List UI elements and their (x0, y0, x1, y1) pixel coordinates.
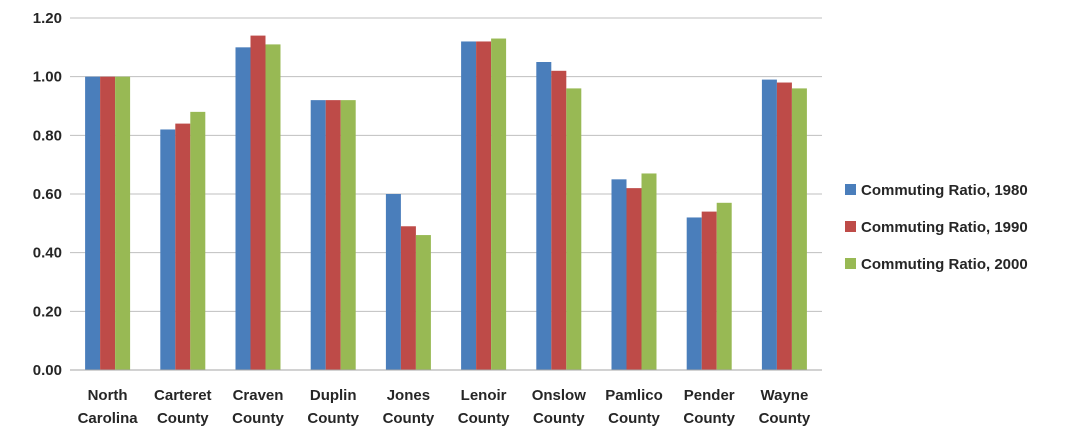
y-tick-label: 0.60 (33, 186, 62, 203)
x-axis-categories: North Carolina Carteret County Craven County D… (78, 387, 811, 427)
x-category-label: County (307, 410, 359, 427)
y-tick-label: 1.20 (33, 10, 62, 27)
x-category-label: County (533, 410, 585, 427)
bar (476, 41, 492, 370)
x-category-label: County (608, 410, 660, 427)
bar (641, 173, 657, 370)
y-tick-label: 0.20 (33, 303, 62, 320)
x-category-label: Jones (387, 387, 430, 404)
bar (566, 88, 582, 371)
bar (536, 62, 552, 370)
legend-swatch (845, 221, 856, 232)
legend-swatch (845, 258, 856, 269)
x-category-label: Duplin (310, 387, 357, 404)
bar (461, 41, 477, 370)
bar (611, 179, 627, 370)
bar (626, 188, 642, 370)
x-category-label: County (157, 410, 209, 427)
bars (85, 35, 807, 371)
bar (491, 38, 507, 371)
bar (686, 217, 702, 370)
bar (400, 226, 416, 370)
x-category-label: County (232, 410, 284, 427)
y-tick-label: 0.80 (33, 127, 62, 144)
legend-label: Commuting Ratio, 2000 (861, 256, 1028, 273)
y-tick-label: 1.00 (33, 69, 62, 86)
x-category-label: Carolina (78, 410, 139, 427)
bar (100, 76, 116, 371)
bar (250, 35, 266, 370)
x-category-label: County (458, 410, 510, 427)
y-axis-ticks: 0.00 0.20 0.40 0.60 0.80 1.00 1.20 (33, 10, 62, 379)
x-category-label: Carteret (154, 387, 212, 404)
y-tick-label: 0.00 (33, 362, 62, 379)
bar (85, 76, 101, 371)
x-category-label: County (759, 410, 811, 427)
x-category-label: Pamlico (605, 387, 663, 404)
x-category-label: North (88, 387, 128, 404)
bar (701, 211, 717, 370)
legend-label: Commuting Ratio, 1980 (861, 182, 1028, 199)
x-category-label: Lenoir (461, 387, 507, 404)
x-category-label: Onslow (532, 387, 587, 404)
x-category-label: Craven (233, 387, 284, 404)
bar (791, 88, 807, 371)
bar (385, 194, 401, 370)
bar (325, 100, 341, 370)
legend-swatch (845, 184, 856, 195)
y-tick-label: 0.40 (33, 245, 62, 262)
x-category-label: Pender (684, 387, 735, 404)
legend: Commuting Ratio, 1980 Commuting Ratio, 19… (845, 182, 1028, 273)
bar (190, 111, 206, 370)
bar (235, 47, 251, 370)
x-category-label: County (383, 410, 435, 427)
x-category-label: County (683, 410, 735, 427)
bar (340, 100, 356, 370)
bar (776, 82, 792, 371)
x-category-label: Wayne (761, 387, 809, 404)
legend-label: Commuting Ratio, 1990 (861, 219, 1028, 236)
bar (310, 100, 326, 370)
bar (115, 76, 131, 371)
bar (175, 123, 191, 370)
bar (551, 70, 567, 371)
bar (160, 129, 176, 370)
bar (716, 202, 732, 370)
bar (265, 44, 281, 371)
bar (415, 235, 431, 370)
bar (761, 79, 777, 370)
